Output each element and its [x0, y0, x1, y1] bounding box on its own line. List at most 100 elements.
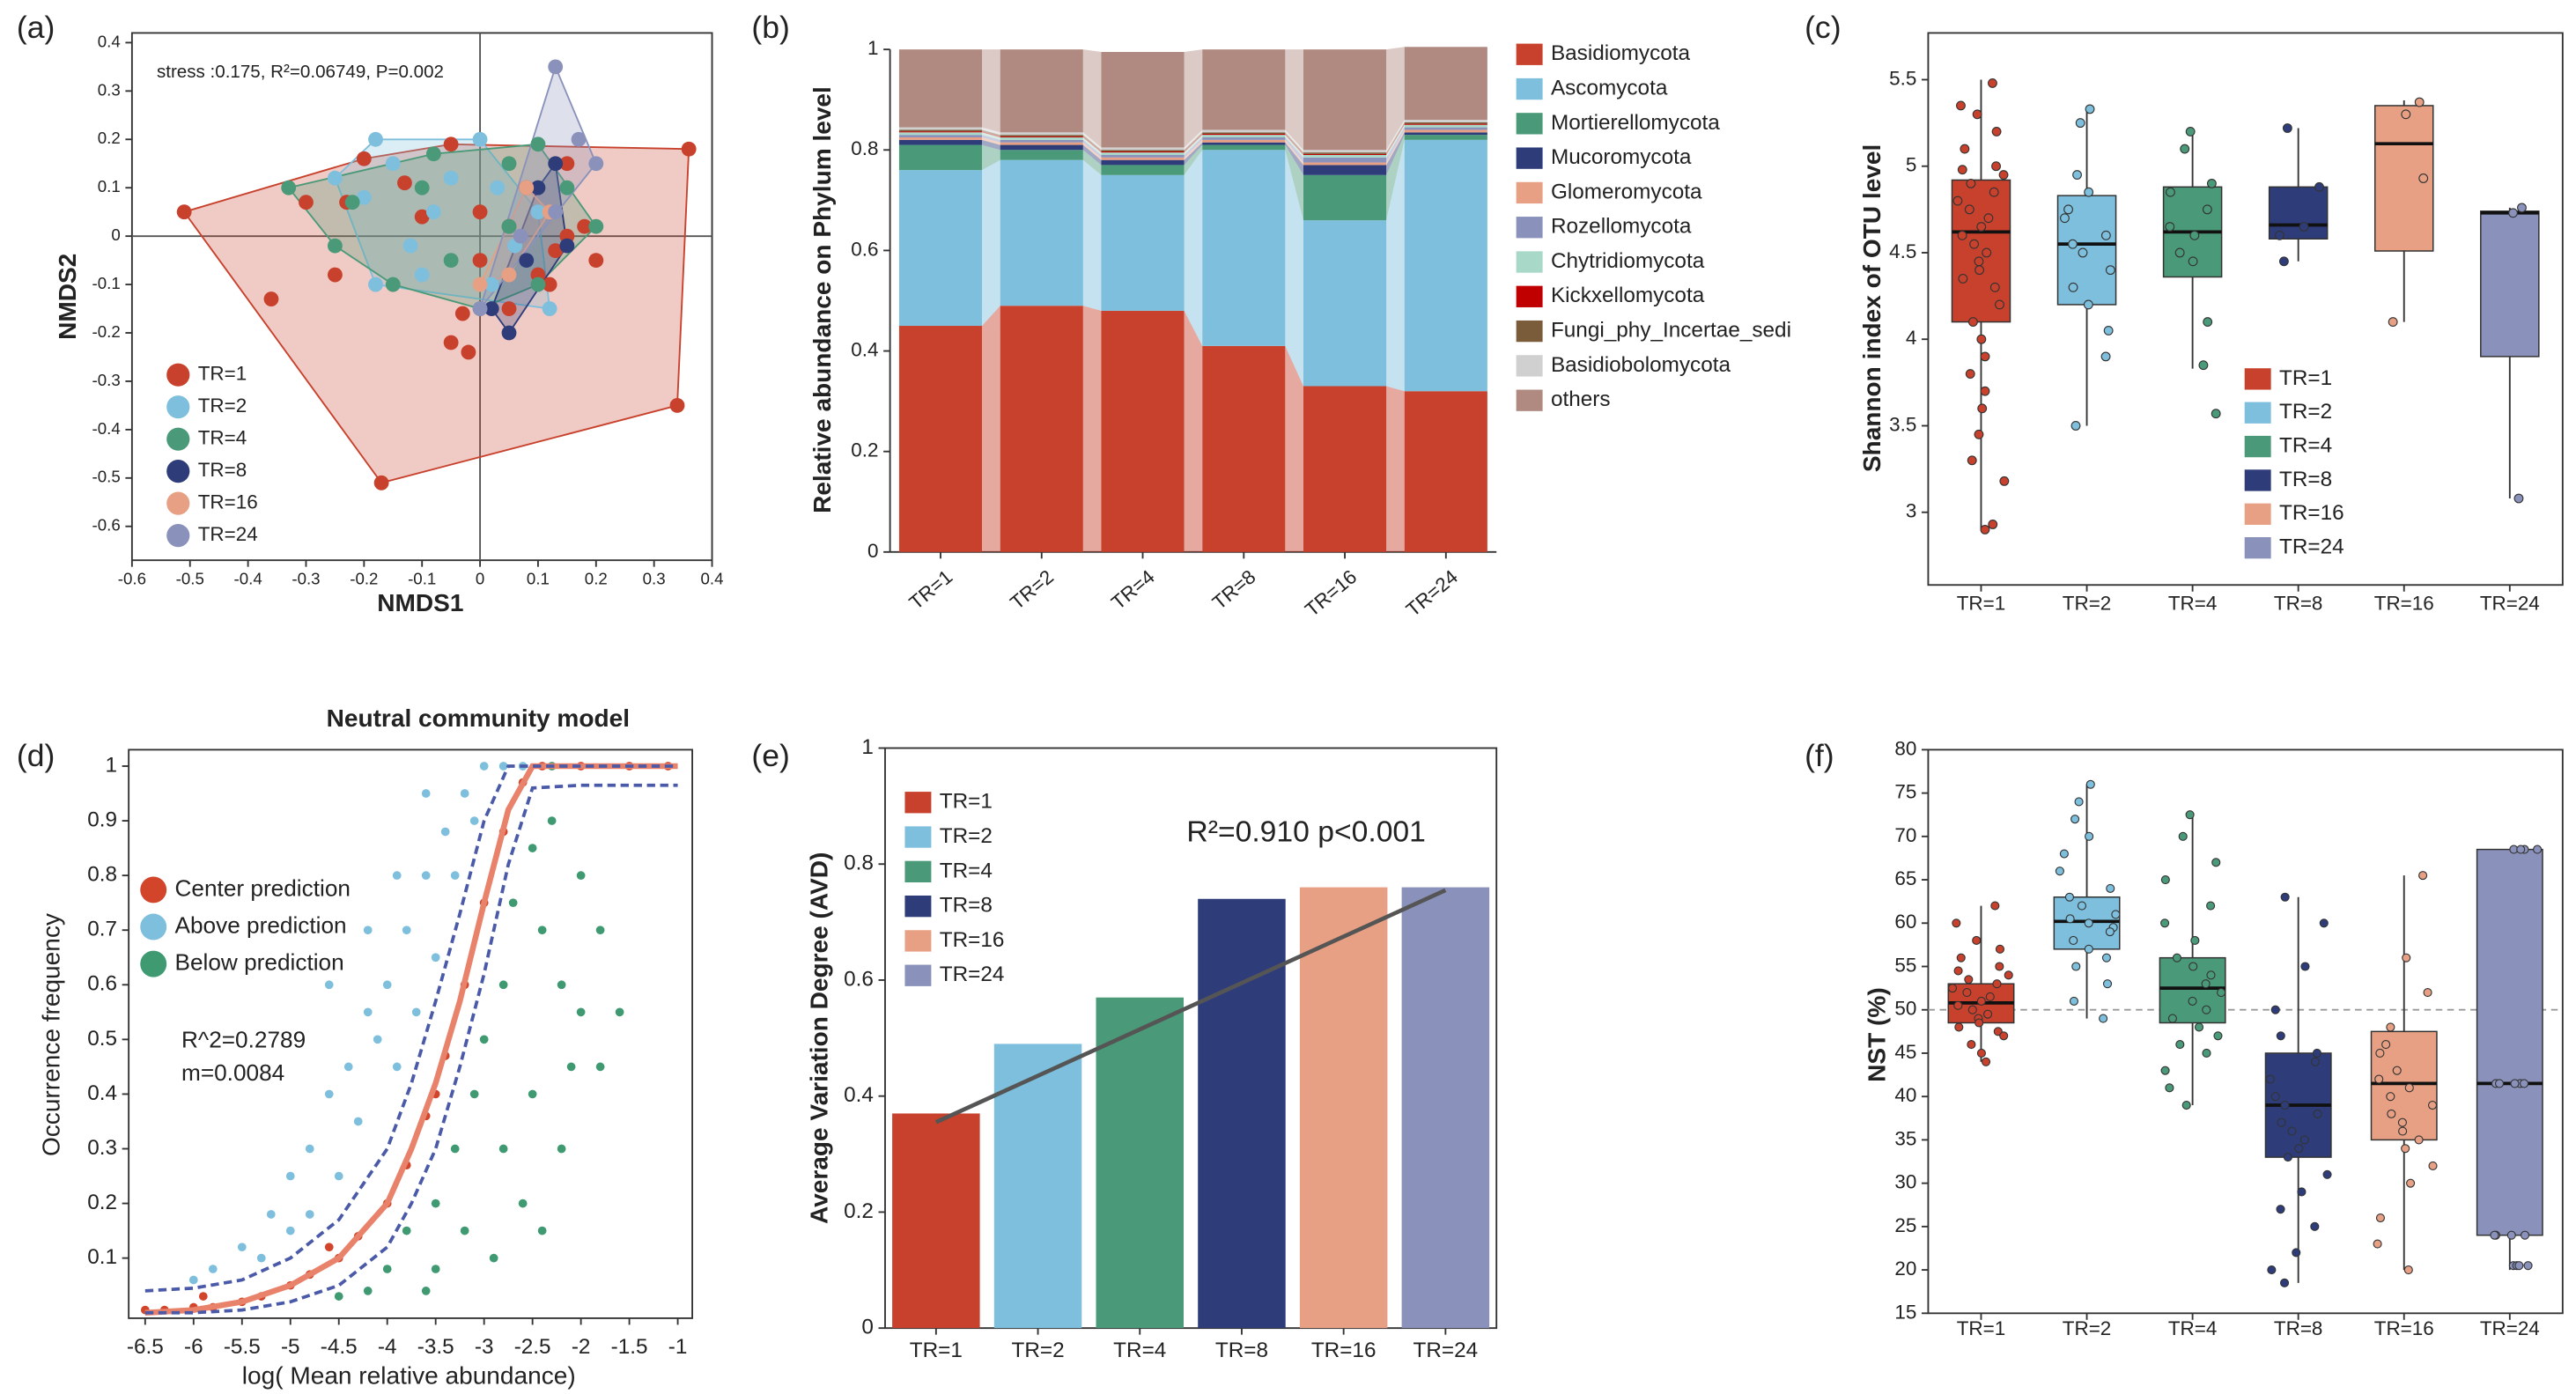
- point: [2180, 144, 2190, 154]
- point: [588, 156, 604, 172]
- point: [2381, 1040, 2391, 1050]
- legend-label: TR=16: [940, 928, 1005, 952]
- fit-line: [144, 783, 678, 1315]
- flow-band: [1082, 135, 1102, 151]
- x-tick-label: -1.5: [611, 1335, 648, 1359]
- bar-segment: [1202, 49, 1286, 130]
- point: [2299, 1135, 2309, 1145]
- y-tick-label: 0.2: [87, 1191, 117, 1214]
- bar-segment: [1202, 144, 1286, 151]
- point: [1947, 984, 1958, 993]
- point: [2111, 910, 2121, 919]
- y-tick-label: -0.4: [92, 419, 121, 438]
- point: [2414, 1135, 2424, 1145]
- y-tick-label: 40: [1894, 1084, 1916, 1106]
- bar: [1299, 887, 1388, 1329]
- bar-segment: [1202, 142, 1286, 145]
- bar-segment: [1000, 144, 1083, 151]
- point: [425, 204, 441, 220]
- y-tick-label: 30: [1894, 1171, 1916, 1193]
- legend-label: TR=1: [940, 790, 993, 814]
- point: [2063, 204, 2073, 215]
- legend-label: TR=1: [198, 363, 247, 385]
- legend-marker: [904, 860, 932, 883]
- flow-band: [982, 131, 1000, 138]
- point: [1989, 282, 2000, 292]
- flow-band: [982, 159, 1000, 327]
- legend-marker: [1516, 285, 1543, 307]
- point: [443, 136, 459, 152]
- point: [281, 180, 297, 195]
- annotation: R^2=0.2789: [181, 1026, 306, 1052]
- y-tick-label: 0.6: [851, 238, 878, 260]
- point: [2174, 247, 2185, 258]
- bar-segment: [1303, 174, 1387, 221]
- flow-band: [1082, 139, 1102, 158]
- bar-segment: [1000, 150, 1083, 160]
- point: [421, 871, 431, 881]
- point: [2283, 1153, 2292, 1162]
- point: [363, 1287, 373, 1295]
- flow-band: [1184, 139, 1203, 160]
- bar-segment: [1303, 49, 1387, 151]
- point: [1999, 476, 2010, 486]
- flow-band: [982, 306, 1000, 552]
- legend-label: Below prediction: [175, 949, 344, 976]
- point: [266, 1210, 276, 1219]
- bar-segment: [1303, 154, 1387, 158]
- point: [1974, 1018, 1984, 1028]
- flow-band: [1285, 139, 1304, 166]
- point: [460, 789, 469, 798]
- legend-marker: [166, 395, 190, 419]
- bar-segment: [1303, 165, 1387, 175]
- flow-band: [1285, 134, 1304, 155]
- point: [2276, 1205, 2285, 1214]
- y-tick-label: 3.5: [1889, 413, 1916, 435]
- flow-band: [982, 132, 1000, 140]
- bar-segment: [1101, 152, 1185, 155]
- bar-segment: [1101, 150, 1185, 151]
- y-tick-label: 0.1: [87, 1245, 117, 1269]
- y-tick-label: 1: [861, 735, 874, 759]
- legend-marker: [166, 460, 190, 483]
- point: [353, 1117, 363, 1126]
- point: [2105, 265, 2115, 276]
- legend-marker: [2244, 402, 2271, 424]
- point: [681, 141, 697, 157]
- point: [2423, 987, 2432, 998]
- point: [431, 1199, 440, 1208]
- point: [1989, 187, 1999, 197]
- x-tick-label: -4.5: [321, 1335, 358, 1359]
- point: [1967, 455, 1977, 466]
- point: [1995, 944, 2005, 954]
- legend-marker: [2244, 435, 2271, 458]
- bar-segment: [1101, 174, 1185, 311]
- point: [2270, 1092, 2280, 1102]
- y-tick-label: -0.3: [92, 371, 121, 389]
- bar-segment: [898, 135, 983, 138]
- point: [385, 277, 401, 292]
- point: [1982, 247, 1992, 258]
- point: [1981, 1057, 1991, 1066]
- point: [1967, 1005, 1977, 1014]
- point: [530, 277, 546, 292]
- point: [343, 1062, 353, 1072]
- point: [1992, 979, 2002, 989]
- point: [559, 180, 575, 195]
- point: [518, 1199, 528, 1208]
- x-tick-label: TR=4: [1107, 565, 1159, 614]
- point: [2202, 204, 2212, 215]
- x-tick-label: TR=1: [1957, 1317, 2006, 1339]
- bar-segment: [898, 129, 983, 132]
- point: [356, 189, 372, 205]
- point: [411, 1007, 421, 1017]
- y-tick-label: -0.2: [92, 322, 121, 341]
- point: [501, 325, 517, 341]
- point: [2167, 1014, 2177, 1023]
- point: [2069, 935, 2078, 946]
- point: [2406, 1178, 2416, 1188]
- legend-label: Mucoromycota: [1551, 145, 1692, 169]
- legend-marker: [904, 792, 932, 814]
- legend-label: Glomeromycota: [1551, 180, 1702, 203]
- point: [2185, 127, 2196, 136]
